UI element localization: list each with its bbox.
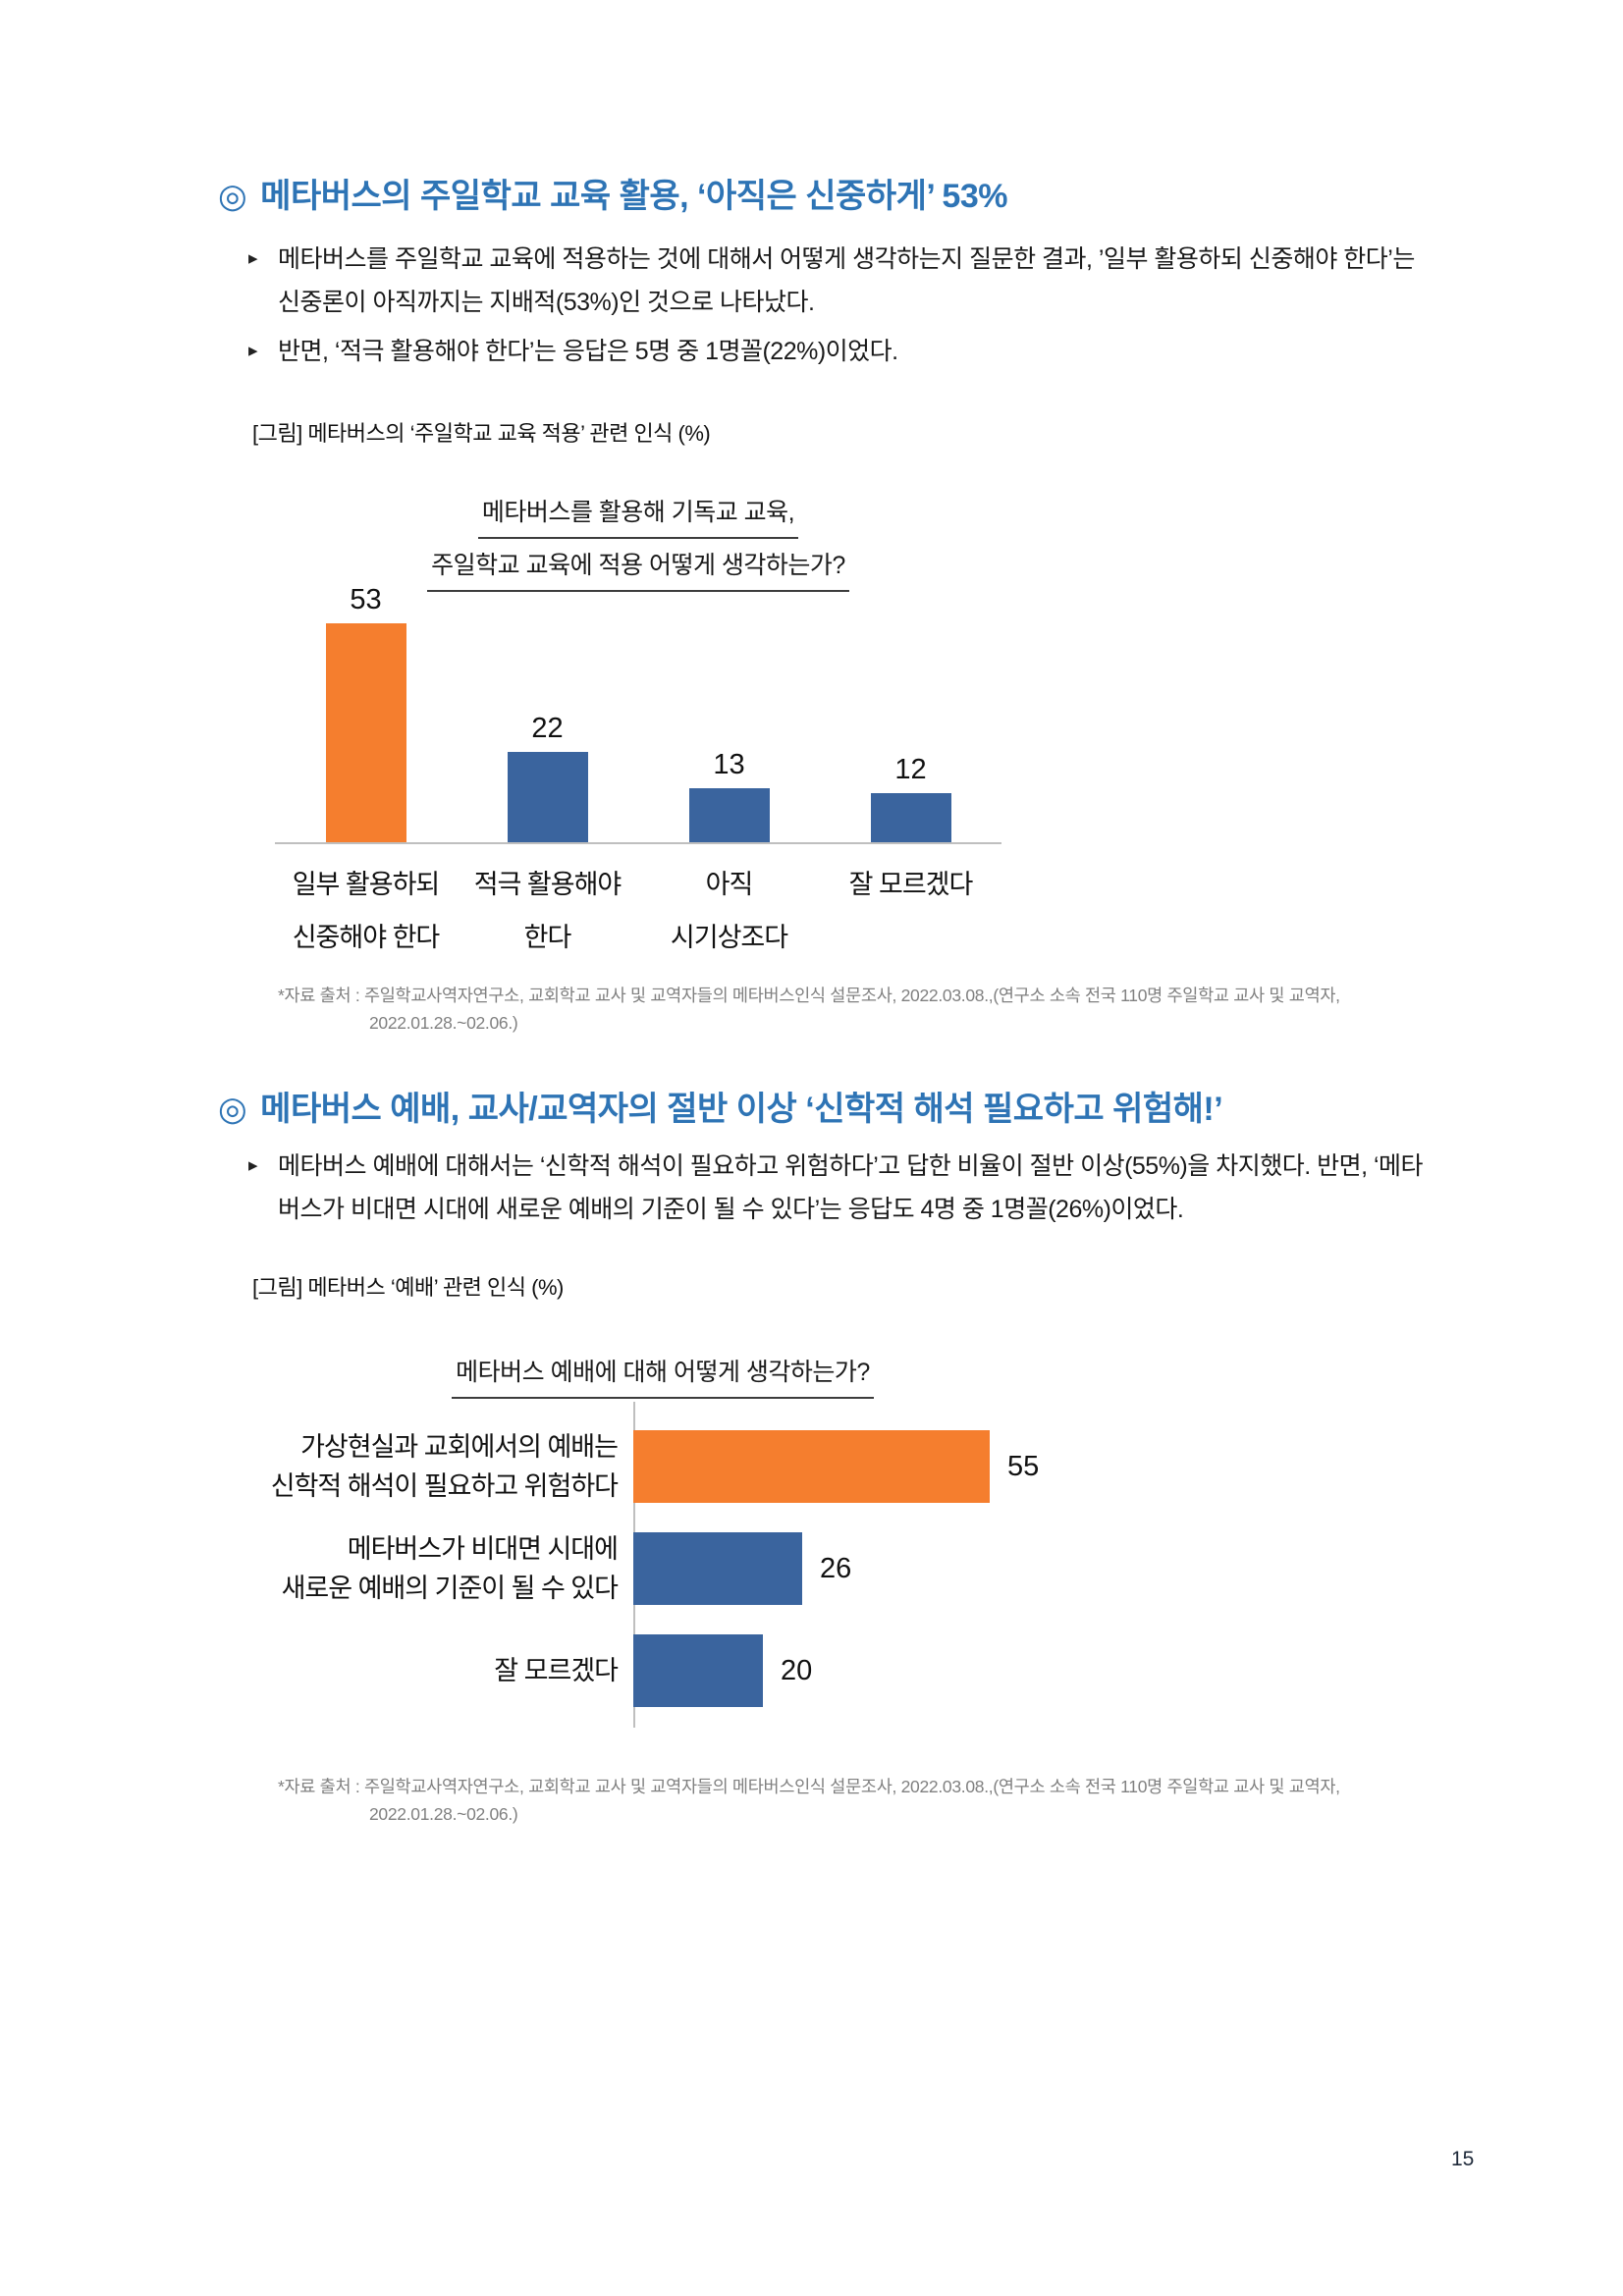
section1-title: ◎ 메타버스의 주일학교 교육 활용, ‘아직은 신중하게’ 53% xyxy=(218,169,1007,217)
bullet-arrow-icon: ▸ xyxy=(248,1155,258,1176)
bar xyxy=(633,1430,990,1503)
section1-title-text: 메타버스의 주일학교 교육 활용, ‘아직은 신중하게’ 53% xyxy=(260,178,1007,215)
bullet-item: ▸ 반면, ‘적극 활용해야 한다’는 응답은 5명 중 1명꼴(22%)이었다… xyxy=(248,330,1417,373)
footnote-line: *자료 출처 : 주일학교사역자연구소, 교회학교 교사 및 교역자들의 메타버… xyxy=(278,986,1340,1005)
section2-title-text: 메타버스 예배, 교사/교역자의 절반 이상 ‘신학적 해석 필요하고 위험해!… xyxy=(260,1091,1223,1128)
chart-column: 53 xyxy=(275,584,457,842)
section-marker-icon: ◎ xyxy=(218,1091,247,1128)
chart-column: 13 xyxy=(638,595,820,842)
bar-value-label: 12 xyxy=(894,754,927,785)
bar-category-label: 적극 활용해야 한다 xyxy=(473,870,622,952)
footnote-line: *자료 출처 : 주일학교사역자연구소, 교회학교 교사 및 교역자들의 메타버… xyxy=(278,1777,1340,1796)
bar-value-label: 13 xyxy=(713,749,745,780)
section2-title: ◎ 메타버스 예배, 교사/교역자의 절반 이상 ‘신학적 해석 필요하고 위험해… xyxy=(218,1082,1223,1130)
bar-category-label: 일부 활용하되 신중해야 한다 xyxy=(292,870,441,952)
page-number: 15 xyxy=(1451,2148,1475,2170)
bullet-text: 반면, ‘적극 활용해야 한다’는 응답은 5명 중 1명꼴(22%)이었다. xyxy=(278,338,898,365)
chart-category-axis: 일부 활용하되 신중해야 한다 적극 활용해야 한다 아직 시기상조다 잘 모르겠다 xyxy=(275,858,1001,964)
figure-caption: [그림] 메타버스 ‘예배’ 관련 인식 (%) xyxy=(252,1275,564,1300)
chart-column: 22 xyxy=(457,595,638,842)
chart-sunday-school-education: 메타버스를 활용해 기독교 교육, 주일학교 교육에 적용 어떻게 생각하는가?… xyxy=(275,483,1001,974)
bar: 12 xyxy=(870,754,951,842)
chart-column: 12 xyxy=(820,595,1001,842)
source-footnote: *자료 출처 : 주일학교사역자연구소, 교회학교 교사 및 교역자들의 메타버… xyxy=(278,1773,1340,1828)
bar-category-label: 잘 모르겠다 xyxy=(494,1656,619,1685)
chart-row: 메타버스가 비대면 시대에 새로운 예배의 기준이 될 수 있다 26 xyxy=(250,1518,1075,1620)
chart-plot-area: 53 22 13 12 xyxy=(275,584,1001,844)
chart-plot-area: 가상현실과 교회에서의 예배는 신학적 해석이 필요하고 위험하다 55 메타버스가… xyxy=(250,1415,1075,1722)
bar: 53 xyxy=(325,584,406,842)
bar-category-label: 가상현실과 교회에서의 예배는 신학적 해석이 필요하고 위험하다 xyxy=(270,1432,619,1501)
bar-value-label: 53 xyxy=(350,584,382,615)
section-marker-icon: ◎ xyxy=(218,178,247,215)
bar-value-label: 55 xyxy=(1007,1450,1040,1482)
chart-row: 잘 모르겠다 20 xyxy=(250,1620,1075,1722)
bar xyxy=(633,1532,802,1605)
chart-title-line: 주일학교 교육에 적용 어떻게 생각하는가? xyxy=(275,546,1001,592)
bullet-item: ▸ 메타버스를 주일학교 교육에 적용하는 것에 대해서 어떻게 생각하는지 질… xyxy=(248,238,1417,324)
bullet-arrow-icon: ▸ xyxy=(248,248,258,269)
chart-row: 가상현실과 교회에서의 예배는 신학적 해석이 필요하고 위험하다 55 xyxy=(250,1415,1075,1518)
bullet-item: ▸ 메타버스 예배에 대해서는 ‘신학적 해석이 필요하고 위험하다’고 답한 … xyxy=(248,1145,1432,1231)
bar-category-label: 메타버스가 비대면 시대에 새로운 예배의 기준이 될 수 있다 xyxy=(281,1534,619,1603)
bar: 13 xyxy=(688,749,770,842)
chart-title-line: 메타버스를 활용해 기독교 교육, xyxy=(275,493,1001,539)
chart-title-line: 메타버스 예배에 대해 어떻게 생각하는가? xyxy=(250,1353,1075,1399)
chart-metaverse-worship: 메타버스 예배에 대해 어떻게 생각하는가? 가상현실과 교회에서의 예배는 신… xyxy=(250,1347,1075,1759)
bar xyxy=(633,1634,763,1707)
bullet-arrow-icon: ▸ xyxy=(248,341,258,361)
bar-category-label: 잘 모르겠다 xyxy=(848,870,974,899)
bar: 22 xyxy=(507,713,588,842)
bullet-text: 메타버스를 주일학교 교육에 적용하는 것에 대해서 어떻게 생각하는지 질문한… xyxy=(278,245,1415,316)
figure-caption: [그림] 메타버스의 ‘주일학교 교육 적용’ 관련 인식 (%) xyxy=(252,421,711,446)
footnote-line: 2022.01.28.~02.06.) xyxy=(369,1804,518,1824)
footnote-line: 2022.01.28.~02.06.) xyxy=(369,1013,518,1033)
bar-category-label: 아직 시기상조다 xyxy=(670,870,788,952)
bar-value-label: 26 xyxy=(820,1552,852,1584)
bullet-text: 메타버스 예배에 대해서는 ‘신학적 해석이 필요하고 위험하다’고 답한 비율… xyxy=(278,1152,1424,1223)
bar-value-label: 22 xyxy=(531,713,564,744)
bar-value-label: 20 xyxy=(781,1654,813,1686)
source-footnote: *자료 출처 : 주일학교사역자연구소, 교회학교 교사 및 교역자들의 메타버… xyxy=(278,982,1340,1037)
